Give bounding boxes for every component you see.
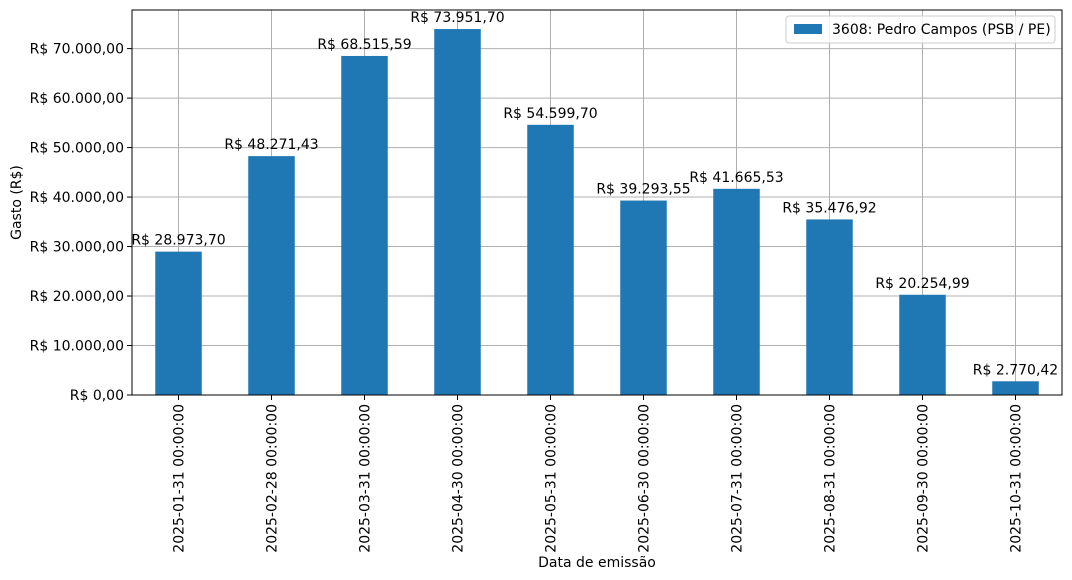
y-tick-label: R$ 50.000,00 [30,141,124,157]
axes [131,9,1063,396]
x-tick-label: 2025-07-31 00:00:00 [730,404,746,553]
y-tick-label: R$ 40.000,00 [30,190,124,206]
bar-value-label: R$ 48.271,43 [224,137,318,153]
bar-value-label: R$ 35.476,92 [782,200,876,216]
y-tick-label: R$ 0,00 [70,388,124,404]
bar [155,251,202,395]
x-tick-label: 2025-03-31 00:00:00 [358,404,374,553]
legend-swatch [794,24,822,34]
y-tick-label: R$ 10.000,00 [30,339,124,355]
y-tick-label: R$ 60.000,00 [30,91,124,107]
bar-value-label: R$ 39.293,55 [596,182,690,198]
bar-value-label: R$ 68.515,59 [317,37,411,53]
bar [527,124,574,395]
x-tick-label: 2025-01-31 00:00:00 [172,404,188,553]
x-tick-label: 2025-06-30 00:00:00 [637,404,653,553]
legend-label: 3608: Pedro Campos (PSB / PE) [832,22,1051,38]
bar [992,381,1039,395]
x-ticks: 2025-01-31 00:00:00 2025-02-28 00:00:00 20… [172,395,1025,553]
y-axis-title: Gasto (R$) [9,165,25,240]
bar [899,294,946,395]
y-ticks: R$ 0,00 R$ 10.000,00 R$ 20.000,00 R$ 30.000… [30,42,132,404]
bar [434,29,481,396]
data-labels: R$ 28.973,70 R$ 48.271,43 R$ 68.515,59 R$ 7… [131,10,1058,378]
y-tick-label: R$ 30.000,00 [30,240,124,256]
y-tick-label: R$ 20.000,00 [30,289,124,305]
bar-value-label: R$ 2.770,42 [973,362,1058,378]
x-tick-label: 2025-05-31 00:00:00 [544,404,560,553]
x-tick-label: 2025-09-30 00:00:00 [916,404,932,553]
plot-frame [131,9,1063,396]
x-tick-label: 2025-02-28 00:00:00 [265,404,281,553]
x-tick-label: 2025-08-31 00:00:00 [823,404,839,553]
bar [806,219,853,395]
bar-value-label: R$ 28.973,70 [131,233,225,249]
y-tick-label: R$ 70.000,00 [30,42,124,58]
legend-box [785,15,1056,44]
bar-value-label: R$ 54.599,70 [503,106,597,122]
bar-value-label: R$ 41.665,53 [689,170,783,186]
bar-value-label: R$ 20.254,99 [875,276,969,292]
x-tick-label: 2025-04-30 00:00:00 [451,404,467,553]
bar [248,156,295,395]
bar-value-label: R$ 73.951,70 [410,10,504,26]
bar [713,188,760,395]
bar [620,200,667,395]
x-axis-title: Data de emissão [538,555,656,571]
bars [155,29,1039,396]
x-tick-label: 2025-10-31 00:00:00 [1009,404,1025,553]
legend: 3608: Pedro Campos (PSB / PE) [785,15,1056,44]
bar [341,55,388,395]
